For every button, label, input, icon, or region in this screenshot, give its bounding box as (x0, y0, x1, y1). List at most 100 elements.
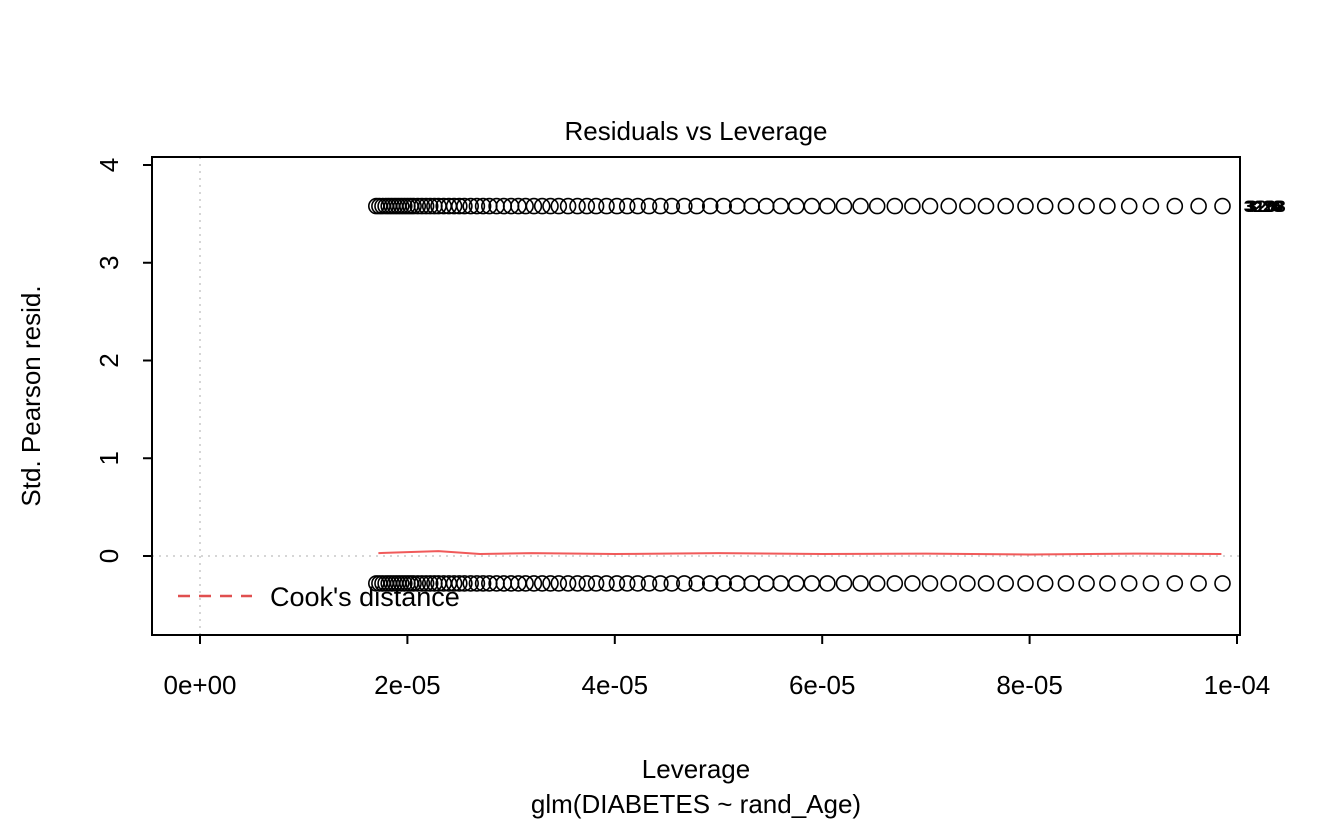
data-point (652, 197, 669, 215)
data-point (921, 575, 939, 592)
data-point (675, 197, 693, 215)
data-point (450, 197, 468, 215)
data-point (618, 575, 636, 592)
data-point (456, 197, 473, 215)
data-point (757, 575, 775, 592)
data-point (868, 575, 886, 592)
data-point (569, 575, 586, 592)
data-point (1142, 197, 1160, 215)
y-axis: 0 1 2 3 4 (94, 158, 152, 563)
data-points-group (367, 197, 1231, 592)
x-axis: 0e+00 2e-05 4e-05 6e-05 8e-05 1e-04 (163, 635, 1270, 700)
data-point (1078, 197, 1095, 215)
x-tick-label: 8e-05 (996, 670, 1063, 700)
data-point (1017, 575, 1034, 592)
y-tick-label: 2 (94, 353, 124, 367)
data-point (569, 197, 586, 215)
data-point (462, 197, 480, 215)
data-point (640, 197, 658, 215)
data-point (1142, 575, 1160, 592)
extreme-point-label: 3226 (1244, 197, 1282, 216)
x-tick-label: 6e-05 (789, 670, 856, 700)
data-point (559, 575, 577, 592)
data-point (803, 575, 821, 592)
data-point (743, 575, 761, 592)
data-point (1190, 575, 1207, 592)
data-point (456, 575, 473, 592)
data-point (405, 575, 422, 592)
data-point (921, 197, 939, 215)
data-point (1036, 575, 1054, 592)
data-point (835, 575, 853, 592)
data-point (886, 575, 904, 592)
data-point (608, 575, 626, 592)
data-point (409, 575, 427, 592)
data-point (757, 197, 775, 215)
data-point (1214, 197, 1231, 215)
data-point (688, 197, 706, 215)
data-point (868, 197, 886, 215)
data-point (1099, 197, 1116, 215)
data-point (997, 575, 1015, 592)
data-point (904, 197, 921, 215)
legend: Cook's distance (178, 582, 460, 612)
extreme-point-label: 3208 (1248, 197, 1286, 216)
data-point (405, 197, 422, 215)
data-point (715, 197, 733, 215)
data-point (542, 575, 559, 592)
data-point (413, 575, 431, 592)
data-point (1166, 575, 1184, 592)
data-point (587, 575, 605, 592)
data-point (977, 197, 995, 215)
data-point (598, 575, 615, 592)
data-point (417, 575, 435, 592)
data-point (1190, 197, 1207, 215)
data-point (550, 575, 568, 592)
x-axis-label: Leverage (642, 754, 750, 784)
data-point (462, 575, 480, 592)
data-point (474, 575, 492, 592)
data-point (525, 575, 543, 592)
data-point (997, 197, 1015, 215)
data-point (1099, 575, 1116, 592)
data-point (715, 575, 733, 592)
data-point (701, 575, 719, 592)
data-point (587, 197, 605, 215)
data-point (652, 575, 669, 592)
data-point (701, 197, 719, 215)
data-point (413, 197, 431, 215)
data-point (629, 197, 646, 215)
data-point (787, 197, 805, 215)
data-point (533, 575, 551, 592)
data-point (772, 197, 790, 215)
model-label: glm(DIABETES ~ rand_Age) (531, 789, 861, 819)
data-point (1120, 575, 1138, 592)
data-point (787, 575, 805, 592)
y-axis-label: Std. Pearson resid. (16, 285, 46, 506)
data-point (421, 575, 439, 592)
x-tick-label: 1e-04 (1204, 670, 1271, 700)
data-point (819, 575, 836, 592)
data-point (852, 575, 869, 592)
data-point (517, 197, 534, 215)
smoother-line (378, 550, 1222, 556)
legend-label: Cook's distance (270, 582, 460, 612)
data-point (1057, 197, 1075, 215)
data-point (598, 197, 615, 215)
data-point (450, 575, 468, 592)
x-tick-label: 4e-05 (582, 670, 649, 700)
x-tick-label: 2e-05 (374, 670, 441, 700)
data-point (688, 575, 706, 592)
data-point (675, 575, 693, 592)
data-point (468, 197, 486, 215)
plot-border (151, 156, 1241, 636)
data-point (474, 197, 492, 215)
data-point (1078, 575, 1095, 592)
data-point (940, 575, 958, 592)
data-point (608, 197, 626, 215)
data-point (1036, 197, 1054, 215)
data-point (542, 197, 559, 215)
data-point (578, 197, 596, 215)
